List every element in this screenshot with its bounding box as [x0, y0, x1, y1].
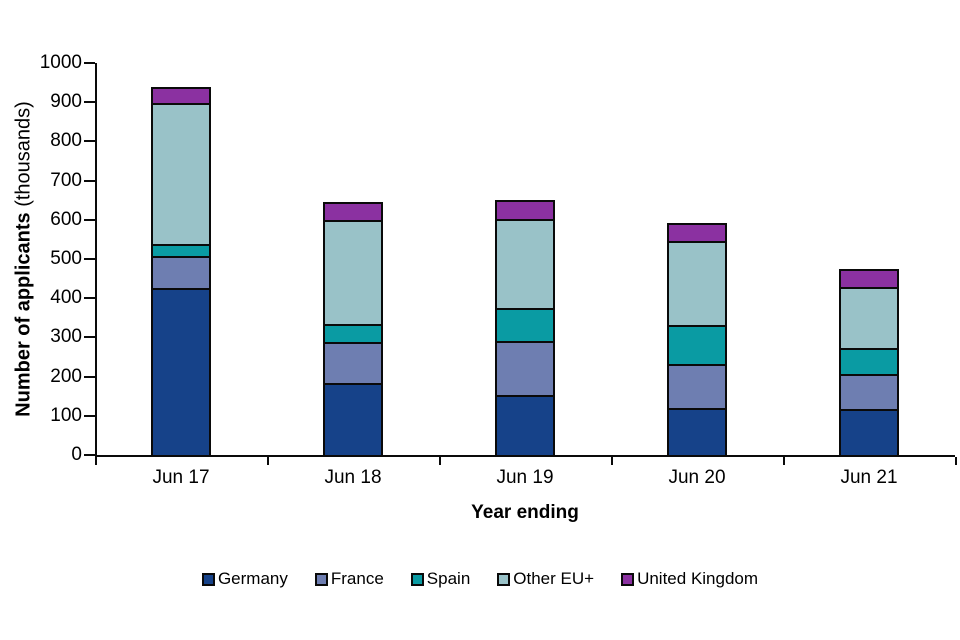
y-axis-tick [84, 179, 95, 182]
bar-segment-united-kingdom [325, 203, 381, 220]
x-axis-tick [267, 457, 269, 465]
y-axis-tick-label: 800 [50, 130, 82, 152]
bar-segment-spain [497, 308, 553, 341]
x-axis-category-label: Jun 18 [324, 467, 382, 488]
x-axis-tick [955, 457, 957, 465]
legend-label: United Kingdom [637, 569, 759, 588]
stacked-bar-jun-17 [151, 87, 211, 457]
legend-swatch-icon [201, 572, 215, 586]
legend-label: Other EU+ [513, 569, 595, 588]
legend-item-spain: Spain [410, 569, 471, 589]
bar-segment-other-eu+ [497, 219, 553, 309]
y-axis-tick [84, 140, 95, 143]
bar-segment-germany [669, 407, 725, 455]
bar-segment-spain [153, 244, 209, 257]
x-axis-category-label: Jun 17 [152, 467, 210, 488]
y-axis-tick [84, 297, 95, 300]
stacked-bar-jun-20 [667, 223, 727, 457]
y-axis-tick-label: 600 [50, 208, 82, 230]
bar-segment-other-eu+ [669, 241, 725, 326]
legend-item-germany: Germany [201, 569, 288, 589]
x-axis-title: Year ending [471, 502, 579, 523]
legend-item-united-kingdom: United Kingdom [621, 569, 758, 589]
y-axis-tick [84, 218, 95, 221]
bar-segment-germany [325, 383, 381, 455]
bar-segment-germany [497, 395, 553, 455]
stacked-bar-jun-21 [839, 268, 899, 457]
x-axis-tick [611, 457, 613, 465]
bar-segment-united-kingdom [153, 89, 209, 104]
bar-segment-germany [153, 288, 209, 455]
y-axis-tick-label: 500 [50, 248, 82, 269]
x-axis-tick [95, 457, 97, 465]
y-axis-tick-label: 400 [50, 287, 82, 309]
x-axis-tick [439, 457, 441, 465]
bar-segment-france [153, 256, 209, 289]
bar-segment-france [669, 364, 725, 408]
legend: Germany France Spain Other EU+ United Kingdo… [0, 566, 960, 592]
bar-segment-spain [325, 324, 381, 342]
x-axis-category-label: Jun 21 [840, 467, 898, 488]
bar-segment-other-eu+ [841, 286, 897, 349]
bar-segment-france [497, 340, 553, 396]
legend-swatch-icon [621, 572, 635, 586]
x-axis-category-label: Jun 20 [668, 467, 726, 488]
bar-segment-united-kingdom [497, 201, 553, 220]
stacked-bar-jun-19 [495, 199, 555, 457]
legend-label: Germany [217, 569, 288, 588]
x-axis-tick [783, 457, 785, 465]
y-axis-tick [84, 336, 95, 339]
legend-item-other-eu+: Other EU+ [497, 569, 594, 589]
y-axis-tick-label: 100 [50, 404, 82, 426]
bar-segment-united-kingdom [669, 225, 725, 242]
y-axis-tick [84, 101, 95, 104]
legend-swatch-icon [410, 572, 424, 586]
y-axis-tick [84, 454, 95, 456]
bar-segment-spain [669, 325, 725, 365]
legend-label: Spain [426, 569, 471, 588]
y-axis-tick-label: 200 [50, 365, 82, 387]
y-axis-tick [84, 258, 95, 260]
y-axis-tick [84, 414, 95, 417]
plot-area: Jun 17 Jun 18 Jun 19 Jun 20 Jun 21 [84, 62, 957, 488]
bar-segment-spain [841, 348, 897, 375]
legend-swatch-icon [314, 572, 328, 586]
y-axis-tick [84, 62, 95, 64]
bar-segment-other-eu+ [153, 103, 209, 245]
bar-segment-united-kingdom [841, 270, 897, 287]
legend-item-france: France [314, 569, 384, 589]
bar-segment-other-eu+ [325, 219, 381, 325]
y-axis-tick [84, 375, 95, 378]
stacked-bar-jun-18 [323, 201, 383, 457]
legend-label: France [330, 569, 384, 588]
bar-segment-france [325, 341, 381, 384]
legend-swatch-icon [497, 572, 511, 586]
y-axis-tick-label: 700 [50, 169, 82, 191]
y-axis-tick-label: 900 [50, 91, 82, 113]
bar-segment-france [841, 374, 897, 410]
y-axis-tick-label: 1000 [39, 52, 82, 73]
x-axis-category-label: Jun 19 [496, 467, 554, 488]
y-axis-tick-label: 300 [50, 326, 82, 348]
bar-segment-germany [841, 409, 897, 455]
y-axis-tick-label: 0 [71, 444, 82, 465]
